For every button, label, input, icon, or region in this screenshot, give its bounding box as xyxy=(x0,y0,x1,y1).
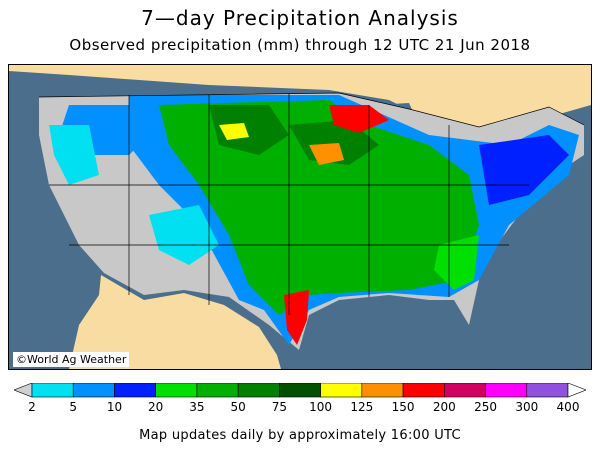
legend-swatch xyxy=(279,382,321,398)
legend-label: 100 xyxy=(309,400,332,414)
precipitation-fields xyxy=(49,95,579,345)
credit-label: ©World Ag Weather xyxy=(13,352,130,367)
legend-label: 125 xyxy=(350,400,373,414)
legend-swatch xyxy=(361,382,404,398)
legend-swatch xyxy=(72,382,115,398)
footer-note: Map updates daily by approximately 16:00… xyxy=(139,428,461,443)
legend-label: 250 xyxy=(474,400,497,414)
legend-label: 50 xyxy=(231,400,246,414)
legend-label: 20 xyxy=(148,400,163,414)
legend-label: 75 xyxy=(272,400,287,414)
legend-swatch xyxy=(485,382,528,398)
legend-label: 2 xyxy=(28,400,36,414)
legend-swatch xyxy=(444,382,486,398)
map-subtitle: Observed precipitation (mm) through 12 U… xyxy=(69,36,531,54)
legend-swatch xyxy=(31,382,74,398)
legend-swatch xyxy=(155,382,198,398)
legend-swatch-low xyxy=(13,382,33,398)
legend-swatch xyxy=(237,382,280,398)
legend-svg: 2 5 10 20 35 50 75 100 125 150 200 250 300 400 xyxy=(13,382,587,414)
legend-label: 200 xyxy=(433,400,456,414)
legend-swatch xyxy=(114,382,156,398)
legend-label: 35 xyxy=(189,400,204,414)
state-boundaries xyxy=(38,92,585,315)
legend-label: 5 xyxy=(69,400,77,414)
legend-swatch xyxy=(320,382,363,398)
canada-land xyxy=(9,65,591,135)
legend-swatch xyxy=(196,382,239,398)
precipitation-map: ©World Ag Weather xyxy=(8,64,592,370)
legend-bar: 2 5 10 20 35 50 75 100 125 150 200 250 300 400 xyxy=(13,382,587,414)
legend-label: 400 xyxy=(557,400,580,414)
map-title: 7—day Precipitation Analysis xyxy=(141,6,459,30)
legend-swatch-high xyxy=(567,382,587,398)
legend-label: 300 xyxy=(515,400,538,414)
map-svg xyxy=(9,65,591,369)
legend-label: 10 xyxy=(107,400,122,414)
mexico-land xyxy=(69,275,281,369)
legend-swatch xyxy=(526,382,569,398)
legend-label: 150 xyxy=(392,400,415,414)
legend-swatch xyxy=(402,382,445,398)
